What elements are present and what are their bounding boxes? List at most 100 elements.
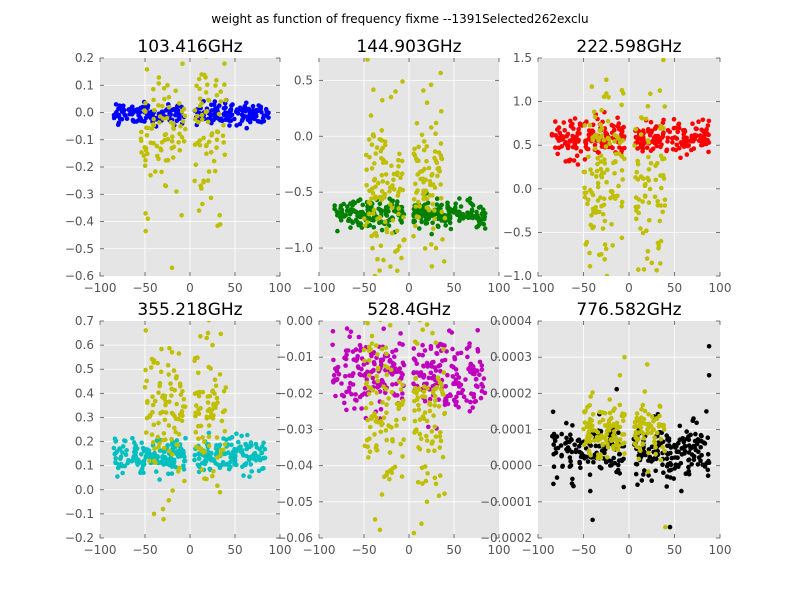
selected-point <box>366 215 372 220</box>
excluded-point <box>149 432 155 437</box>
excluded-point <box>639 407 644 412</box>
selected-point <box>378 207 383 213</box>
excluded-point <box>222 442 228 447</box>
excluded-point <box>384 402 389 408</box>
selected-point <box>699 439 704 444</box>
selected-point <box>369 353 374 359</box>
excluded-point <box>423 188 429 194</box>
selected-point <box>264 113 270 118</box>
excluded-point <box>620 418 626 424</box>
excluded-point <box>640 402 646 408</box>
excluded-point <box>161 86 167 91</box>
selected-point <box>555 127 560 132</box>
excluded-point <box>206 443 212 449</box>
selected-point <box>334 376 340 382</box>
selected-point <box>380 379 386 385</box>
excluded-point <box>156 81 162 86</box>
selected-point <box>227 436 232 441</box>
excluded-point <box>142 163 148 168</box>
subplot-title: 103.416GHz <box>137 37 242 57</box>
selected-point <box>353 217 359 223</box>
selected-point <box>696 119 701 124</box>
selected-point <box>443 384 449 389</box>
selected-point <box>556 145 562 151</box>
selected-point <box>331 357 336 363</box>
selected-point <box>551 442 556 447</box>
selected-point <box>116 112 122 118</box>
subplot-4: −100 −50 0 50 100 −0.2 −0.1 0.0 0.1 0.2 0.3 0.4 0.5 0… <box>65 300 292 557</box>
selected-point <box>339 207 345 212</box>
excluded-point <box>592 438 597 443</box>
selected-point <box>234 431 239 437</box>
excluded-point <box>646 412 651 417</box>
x-tick-label: 100 <box>709 281 732 295</box>
excluded-point <box>195 370 201 376</box>
selected-point <box>390 349 395 355</box>
excluded-point <box>372 413 377 419</box>
excluded-point <box>612 132 617 138</box>
excluded-point <box>619 203 624 209</box>
excluded-point <box>222 152 228 158</box>
selected-point <box>176 454 181 459</box>
excluded-point <box>374 390 380 396</box>
excluded-point <box>429 429 435 434</box>
selected-point <box>171 457 177 463</box>
selected-point <box>706 344 712 349</box>
excluded-point <box>148 173 153 178</box>
excluded-point <box>207 393 213 399</box>
excluded-point <box>166 498 172 503</box>
selected-point <box>226 466 232 472</box>
selected-point <box>479 363 485 368</box>
excluded-point <box>209 407 215 412</box>
selected-point <box>470 405 476 410</box>
excluded-point <box>165 136 171 142</box>
excluded-point <box>600 32 605 37</box>
y-tick-label: −0.2 <box>65 160 94 174</box>
selected-point <box>660 462 665 468</box>
selected-point <box>225 110 230 116</box>
selected-point <box>550 409 556 415</box>
subplot-6: −100 −50 0 50 100−0.0002−0.00010.00000.00010… <box>480 300 732 557</box>
selected-point <box>354 356 360 361</box>
selected-point <box>384 205 389 211</box>
selected-point <box>133 450 139 455</box>
excluded-point <box>176 469 181 474</box>
excluded-point <box>373 151 379 156</box>
selected-point <box>650 457 656 463</box>
selected-point <box>569 138 574 143</box>
excluded-point <box>616 183 621 189</box>
excluded-point <box>431 413 436 418</box>
selected-point <box>468 361 474 367</box>
selected-point <box>575 438 581 443</box>
selected-point <box>657 137 663 143</box>
selected-point <box>681 132 686 137</box>
excluded-point <box>432 155 437 161</box>
selected-point <box>551 481 556 487</box>
excluded-point <box>214 145 219 150</box>
excluded-point <box>604 273 610 276</box>
selected-point <box>572 116 578 121</box>
x-tick-label: 100 <box>709 543 732 557</box>
y-tick-label: 0.0 <box>75 483 94 497</box>
excluded-point <box>433 120 439 126</box>
excluded-point <box>150 402 156 408</box>
excluded-point <box>636 197 642 202</box>
selected-point <box>578 149 584 154</box>
excluded-point <box>215 129 221 135</box>
excluded-point <box>441 370 447 375</box>
excluded-point <box>397 151 402 157</box>
selected-point <box>617 145 622 150</box>
excluded-point <box>594 174 599 179</box>
selected-point <box>586 132 592 138</box>
x-tick-label: −100 <box>522 281 555 295</box>
excluded-point <box>398 175 403 180</box>
selected-point <box>668 467 674 473</box>
excluded-point <box>414 214 420 219</box>
excluded-point <box>161 431 167 436</box>
excluded-point <box>432 424 438 430</box>
excluded-point <box>418 436 424 442</box>
excluded-point <box>441 259 447 264</box>
selected-point <box>348 225 353 230</box>
excluded-point <box>420 168 425 174</box>
selected-point <box>248 462 254 467</box>
